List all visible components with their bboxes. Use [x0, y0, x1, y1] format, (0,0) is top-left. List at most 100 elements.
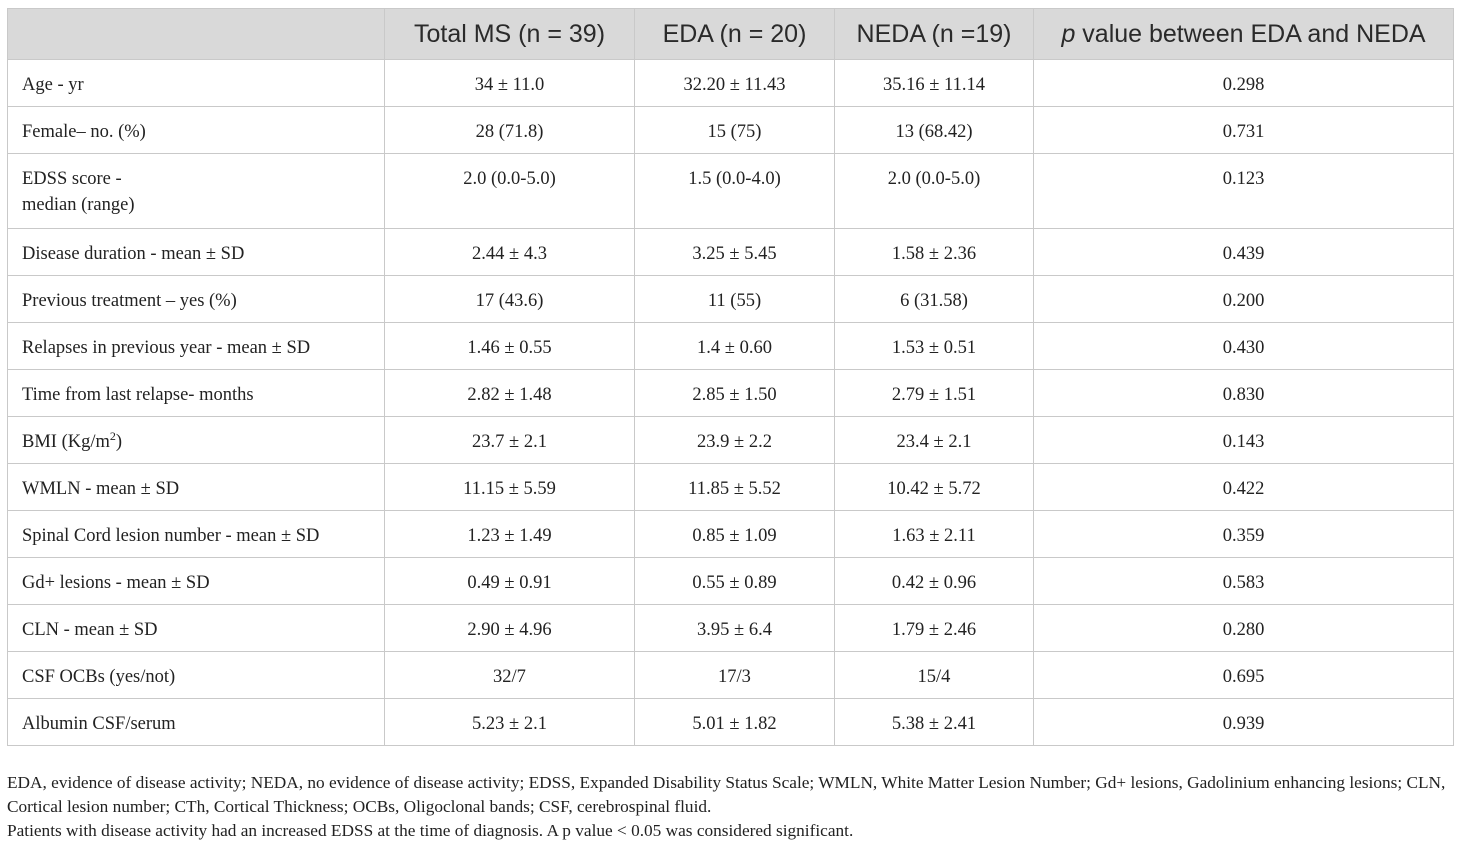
header-p-rest: value between EDA and NEDA [1075, 19, 1426, 48]
cell-neda: 2.0 (0.0-5.0) [834, 153, 1034, 229]
cell-eda: 1.5 (0.0-4.0) [634, 153, 835, 229]
cell-neda: 6 (31.58) [834, 275, 1034, 323]
cell-total: 2.82 ± 1.48 [384, 369, 635, 417]
row-label: CSF OCBs (yes/not) [7, 651, 385, 699]
cell-eda: 17/3 [634, 651, 835, 699]
table-row: Time from last relapse- months 2.82 ± 1.… [7, 369, 1454, 417]
cell-neda: 1.63 ± 2.11 [834, 510, 1034, 558]
cell-eda: 3.25 ± 5.45 [634, 228, 835, 276]
cell-eda: 23.9 ± 2.2 [634, 416, 835, 464]
cell-neda: 1.79 ± 2.46 [834, 604, 1034, 652]
cell-p: 0.939 [1033, 698, 1454, 746]
cell-eda: 11 (55) [634, 275, 835, 323]
cell-eda: 3.95 ± 6.4 [634, 604, 835, 652]
cell-total: 2.0 (0.0-5.0) [384, 153, 635, 229]
cell-neda: 35.16 ± 11.14 [834, 59, 1034, 107]
cell-total: 2.44 ± 4.3 [384, 228, 635, 276]
row-label: Previous treatment – yes (%) [7, 275, 385, 323]
row-label-superscript: 2 [109, 428, 116, 443]
cell-neda: 1.58 ± 2.36 [834, 228, 1034, 276]
row-label: Albumin CSF/serum [7, 698, 385, 746]
row-label: Spinal Cord lesion number - mean ± SD [7, 510, 385, 558]
table-row: Albumin CSF/serum 5.23 ± 2.1 5.01 ± 1.82… [7, 698, 1454, 746]
cell-total: 17 (43.6) [384, 275, 635, 323]
table-row: Age - yr 34 ± 11.0 32.20 ± 11.43 35.16 ±… [7, 59, 1454, 107]
cell-neda: 5.38 ± 2.41 [834, 698, 1034, 746]
footnote-abbreviations: EDA, evidence of disease activity; NEDA,… [7, 773, 1446, 816]
cell-total: 0.49 ± 0.91 [384, 557, 635, 605]
cell-total: 11.15 ± 5.59 [384, 463, 635, 511]
cell-eda: 2.85 ± 1.50 [634, 369, 835, 417]
table-footnote: EDA, evidence of disease activity; NEDA,… [7, 771, 1457, 843]
row-label-end: ) [115, 432, 123, 452]
cell-eda: 1.4 ± 0.60 [634, 322, 835, 370]
row-label: Female– no. (%) [7, 106, 385, 154]
cell-eda: 32.20 ± 11.43 [634, 59, 835, 107]
table-row: EDSS score - median (range) 2.0 (0.0-5.0… [7, 153, 1454, 229]
cell-neda: 23.4 ± 2.1 [834, 416, 1034, 464]
cell-neda: 10.42 ± 5.72 [834, 463, 1034, 511]
cell-p: 0.439 [1033, 228, 1454, 276]
cell-total: 1.23 ± 1.49 [384, 510, 635, 558]
cell-total: 1.46 ± 0.55 [384, 322, 635, 370]
cell-neda: 1.53 ± 0.51 [834, 322, 1034, 370]
cell-p: 0.430 [1033, 322, 1454, 370]
cell-neda: 15/4 [834, 651, 1034, 699]
row-label: CLN - mean ± SD [7, 604, 385, 652]
row-label-main: BMI (Kg/m [22, 432, 110, 452]
cell-eda: 15 (75) [634, 106, 835, 154]
row-label-line-1: EDSS score - [22, 169, 122, 189]
cell-p: 0.695 [1033, 651, 1454, 699]
cell-eda: 0.85 ± 1.09 [634, 510, 835, 558]
table-row: WMLN - mean ± SD 11.15 ± 5.59 11.85 ± 5.… [7, 463, 1454, 511]
table-row: CSF OCBs (yes/not) 32/7 17/3 15/4 0.695 [7, 651, 1454, 699]
row-label: EDSS score - median (range) [7, 153, 385, 229]
row-label: BMI (Kg/m2) [7, 416, 385, 464]
cell-p: 0.359 [1033, 510, 1454, 558]
cell-total: 28 (71.8) [384, 106, 635, 154]
table-row: Disease duration - mean ± SD 2.44 ± 4.3 … [7, 228, 1454, 276]
header-neda: NEDA (n =19) [834, 8, 1034, 60]
row-label: Disease duration - mean ± SD [7, 228, 385, 276]
row-label: Time from last relapse- months [7, 369, 385, 417]
cell-p: 0.298 [1033, 59, 1454, 107]
header-characteristic [7, 8, 385, 60]
table-row: Previous treatment – yes (%) 17 (43.6) 1… [7, 275, 1454, 323]
cell-p: 0.200 [1033, 275, 1454, 323]
cell-total: 23.7 ± 2.1 [384, 416, 635, 464]
cell-p: 0.280 [1033, 604, 1454, 652]
cell-p: 0.422 [1033, 463, 1454, 511]
header-p-italic: p [1061, 19, 1076, 48]
row-label: WMLN - mean ± SD [7, 463, 385, 511]
table-container: Total MS (n = 39) EDA (n = 20) NEDA (n =… [7, 8, 1454, 746]
cell-neda: 2.79 ± 1.51 [834, 369, 1034, 417]
table-row: Gd+ lesions - mean ± SD 0.49 ± 0.91 0.55… [7, 557, 1454, 605]
row-label: Gd+ lesions - mean ± SD [7, 557, 385, 605]
header-eda: EDA (n = 20) [634, 8, 835, 60]
table-header-row: Total MS (n = 39) EDA (n = 20) NEDA (n =… [7, 8, 1454, 60]
row-label-line-2: median (range) [22, 195, 135, 215]
cell-total: 2.90 ± 4.96 [384, 604, 635, 652]
cell-total: 34 ± 11.0 [384, 59, 635, 107]
cell-eda: 11.85 ± 5.52 [634, 463, 835, 511]
cell-p: 0.583 [1033, 557, 1454, 605]
cell-p: 0.123 [1033, 153, 1454, 229]
table-row: BMI (Kg/m2) 23.7 ± 2.1 23.9 ± 2.2 23.4 ±… [7, 416, 1454, 464]
cell-neda: 13 (68.42) [834, 106, 1034, 154]
patient-characteristics-table: Total MS (n = 39) EDA (n = 20) NEDA (n =… [7, 8, 1454, 746]
cell-p: 0.731 [1033, 106, 1454, 154]
row-label: Age - yr [7, 59, 385, 107]
table-row: Relapses in previous year - mean ± SD 1.… [7, 322, 1454, 370]
row-label: Relapses in previous year - mean ± SD [7, 322, 385, 370]
cell-neda: 0.42 ± 0.96 [834, 557, 1034, 605]
cell-p: 0.830 [1033, 369, 1454, 417]
footnote-note: Patients with disease activity had an in… [7, 821, 854, 840]
cell-p: 0.143 [1033, 416, 1454, 464]
cell-total: 32/7 [384, 651, 635, 699]
cell-eda: 5.01 ± 1.82 [634, 698, 835, 746]
table-row: CLN - mean ± SD 2.90 ± 4.96 3.95 ± 6.4 1… [7, 604, 1454, 652]
cell-eda: 0.55 ± 0.89 [634, 557, 835, 605]
table-row: Spinal Cord lesion number - mean ± SD 1.… [7, 510, 1454, 558]
header-p-value: p value between EDA and NEDA [1033, 8, 1454, 60]
cell-total: 5.23 ± 2.1 [384, 698, 635, 746]
